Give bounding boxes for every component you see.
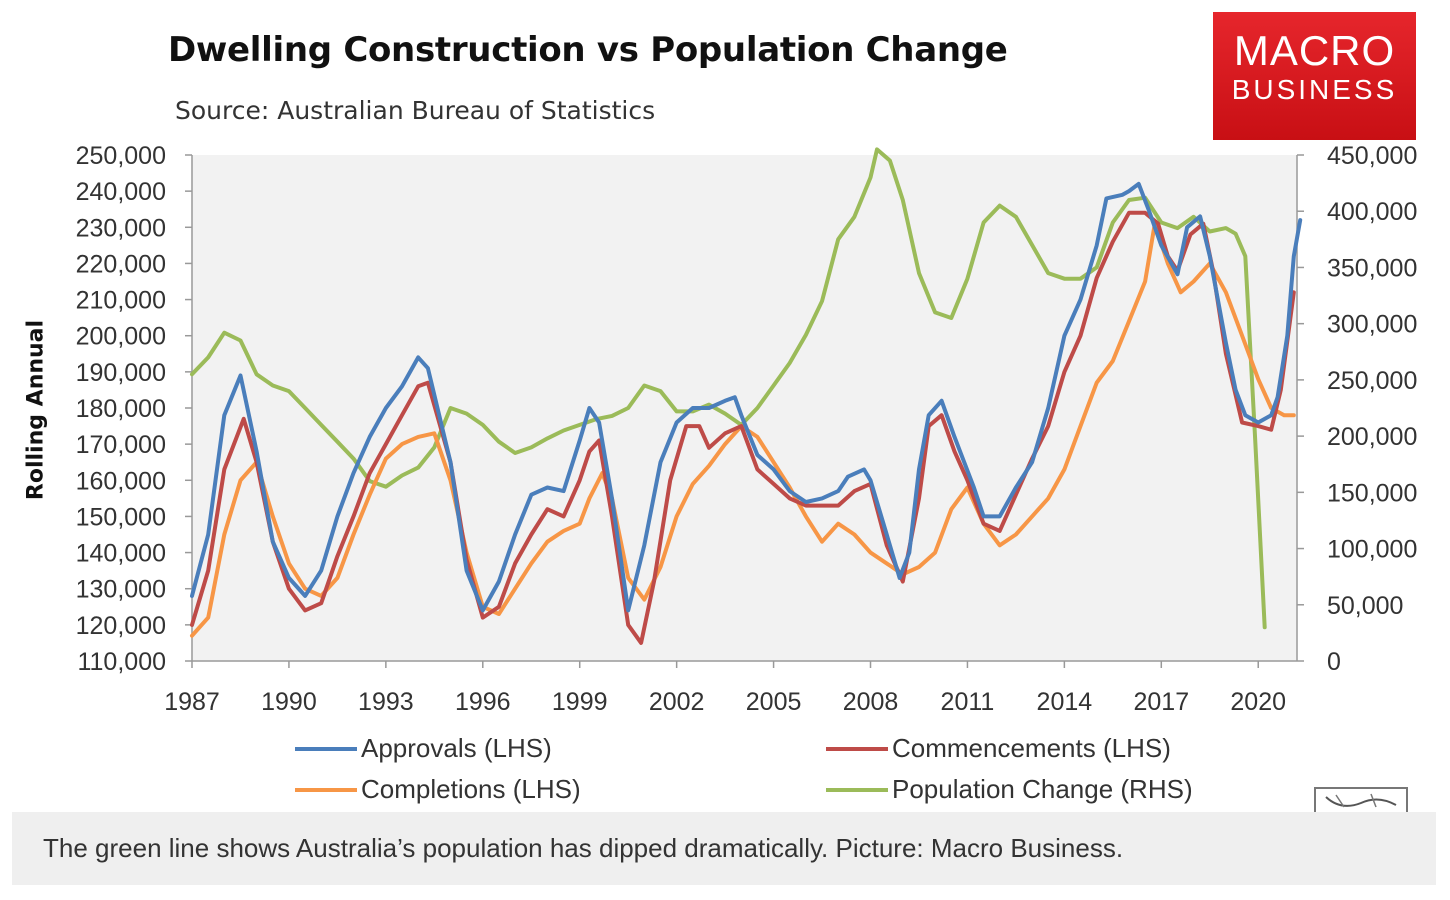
legend-swatch-commencements bbox=[826, 746, 888, 751]
chart-subtitle: Source: Australian Bureau of Statistics bbox=[175, 96, 656, 125]
chart-title: Dwelling Construction vs Population Chan… bbox=[168, 30, 1008, 70]
commencements-line bbox=[190, 210, 1296, 645]
y-tick-label: 140,000 bbox=[76, 540, 166, 568]
legend-item-population: Population Change (RHS) bbox=[826, 774, 1193, 805]
x-tick-label: 2020 bbox=[1230, 688, 1286, 716]
y2-tick-label: 350,000 bbox=[1327, 254, 1417, 282]
legend-swatch-population bbox=[826, 787, 888, 792]
y-tick-label: 110,000 bbox=[77, 648, 166, 676]
x-tick-label: 2014 bbox=[1037, 688, 1093, 716]
y-tick-label: 210,000 bbox=[76, 287, 166, 315]
y2-tick-label: 100,000 bbox=[1327, 536, 1417, 564]
series-layer bbox=[190, 147, 1303, 645]
y-tick-label: 130,000 bbox=[76, 576, 166, 604]
legend-label-commencements: Commencements (LHS) bbox=[892, 733, 1171, 763]
thumbnail-sketch bbox=[1325, 793, 1397, 808]
y2-tick-label: 450,000 bbox=[1327, 142, 1417, 170]
legend-item-completions: Completions (LHS) bbox=[295, 774, 581, 805]
y-tick-label: 170,000 bbox=[76, 431, 166, 459]
legend-label-completions: Completions (LHS) bbox=[361, 774, 581, 804]
y-tick-label: 160,000 bbox=[76, 467, 166, 495]
plot-area bbox=[192, 155, 1297, 661]
y-axis-title: Rolling Annual bbox=[23, 319, 49, 501]
y-tick-label: 120,000 bbox=[76, 612, 166, 640]
corner-thumbnail-image bbox=[1314, 787, 1408, 814]
y2-tick-label: 200,000 bbox=[1327, 423, 1417, 451]
legend-item-approvals: Approvals (LHS) bbox=[295, 733, 552, 764]
y-tick-label: 150,000 bbox=[76, 503, 166, 531]
y-tick-label: 200,000 bbox=[76, 323, 166, 351]
y2-tick-label: 150,000 bbox=[1327, 479, 1417, 507]
y2-tick-label: 50,000 bbox=[1327, 592, 1403, 620]
y-tick-label: 220,000 bbox=[76, 250, 166, 278]
y-tick-label: 180,000 bbox=[76, 395, 166, 423]
legend-swatch-approvals bbox=[295, 746, 357, 751]
y2-tick-label: 300,000 bbox=[1327, 311, 1417, 339]
macro-business-logo: MACRO BUSINESS bbox=[1213, 12, 1416, 140]
x-tick-label: 2011 bbox=[941, 688, 995, 716]
x-tick-label: 1993 bbox=[358, 688, 414, 716]
ticks-layer: 110,000 120,000 130,000 140,000 150,000 160,0… bbox=[76, 142, 1418, 716]
legend-label-population: Population Change (RHS) bbox=[892, 774, 1193, 804]
approvals-line bbox=[190, 181, 1303, 613]
logo-line-2: BUSINESS bbox=[1231, 74, 1398, 105]
x-tick-label: 2008 bbox=[843, 688, 899, 716]
x-tick-label: 2005 bbox=[746, 688, 802, 716]
chart-svg: 110,000 120,000 130,000 140,000 150,000 160,0… bbox=[76, 142, 1418, 716]
y-tick-label: 190,000 bbox=[76, 359, 166, 387]
y-tick-label: 230,000 bbox=[76, 214, 166, 242]
chart-figure: 110,000 120,000 130,000 140,000 150,000 160,0… bbox=[23, 12, 1418, 814]
y2-tick-label: 250,000 bbox=[1327, 367, 1417, 395]
legend-label-approvals: Approvals (LHS) bbox=[361, 733, 552, 763]
legend-swatch-completions bbox=[295, 787, 357, 792]
x-tick-label: 1996 bbox=[455, 688, 511, 716]
x-tick-label: 1999 bbox=[552, 688, 608, 716]
caption-text: The green line shows Australia’s populat… bbox=[43, 833, 1124, 863]
y-tick-label: 240,000 bbox=[76, 178, 166, 206]
y2-tick-label: 0 bbox=[1327, 648, 1341, 676]
legend-item-commencements: Commencements (LHS) bbox=[826, 733, 1171, 764]
image-caption: The green line shows Australia’s populat… bbox=[12, 812, 1436, 885]
x-tick-label: 1987 bbox=[164, 688, 220, 716]
x-tick-label: 1990 bbox=[261, 688, 317, 716]
y2-tick-label: 400,000 bbox=[1327, 198, 1417, 226]
logo-line-1: MACRO bbox=[1233, 27, 1396, 74]
x-tick-label: 2002 bbox=[649, 688, 705, 716]
y-tick-label: 250,000 bbox=[76, 142, 166, 170]
x-tick-label: 2017 bbox=[1133, 688, 1189, 716]
population-change-line bbox=[190, 147, 1267, 630]
